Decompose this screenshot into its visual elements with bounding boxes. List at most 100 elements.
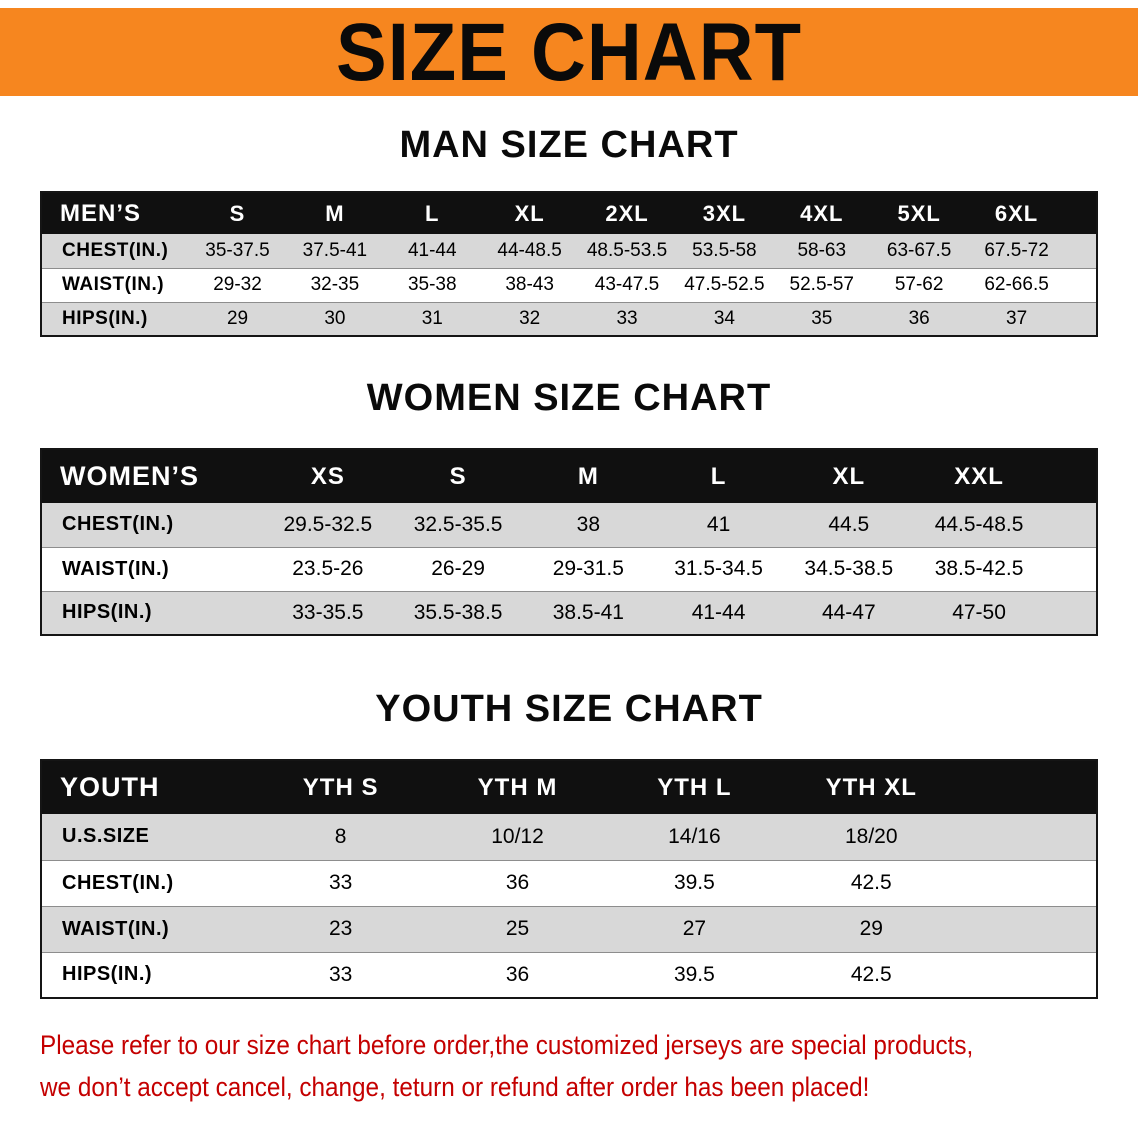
size-value-cell: 36 [429,859,606,906]
size-value-cell: 41-44 [653,590,784,635]
spacer-cell [959,859,1097,906]
measurement-row: HIPS(IN.) 33-35.5 35.5-38.5 38.5-41 41-44 44-… [41,590,1097,635]
size-value-cell: 42.5 [782,951,960,998]
size-header-cell: YTH L [605,760,783,814]
disclaimer: Please refer to our size chart before or… [40,1025,1028,1109]
spacer-cell [1044,546,1097,591]
spacer-cell [1065,234,1097,268]
size-value-cell: 32.5-35.5 [413,512,503,536]
size-value-cell: 35-38 [383,267,481,302]
spacer-cell [959,760,1097,814]
size-header-cell: 2XL [578,192,676,234]
spacer-cell [1065,301,1097,336]
measurement-row: HIPS(IN.) 33 36 39.5 42.5 [41,951,1097,998]
size-header-cell: YTH M [429,760,606,814]
table-title-cell: YOUTH [41,760,253,814]
measurement-label: WAIST(IN.) [41,546,263,591]
size-header-cell: L [653,449,784,503]
size-header-cell: 4XL [773,192,871,234]
size-value-cell: 38 [576,512,601,536]
size-value-cell: 33-35.5 [262,590,393,635]
size-value-cell: 39.5 [605,859,783,906]
measurement-label: CHEST(IN.) [62,239,169,261]
size-value-cell: 47-50 [913,590,1045,635]
size-value-cell: 30 [286,301,384,336]
size-value-cell: 31.5-34.5 [653,546,784,591]
size-value-cell: 29-31.5 [523,546,654,591]
measurement-row: CHEST(IN.) 29.5-32.5 32.5-35.5 38 41 44.5 44.5… [41,503,1097,547]
size-value-cell: 44.5 [828,512,870,536]
measurement-label: HIPS(IN.) [41,590,263,635]
size-value-cell: 29 [188,301,287,336]
women-size-chart-heading: WOMEN SIZE CHART [366,377,772,419]
size-value-cell: 36 [429,951,606,998]
spacer-cell [1065,192,1097,234]
size-header-cell: XXL [913,449,1045,503]
measurement-label: HIPS(IN.) [41,301,189,336]
size-value-cell: 34.5-38.5 [783,546,914,591]
size-header-cell: XS [262,449,393,503]
size-header-cell: 3XL [675,192,774,234]
size-value-cell: 29-32 [188,267,287,302]
size-header-cell: L [383,192,481,234]
size-value-cell: 41 [706,512,731,536]
size-value-cell: 47.5-52.5 [675,267,774,302]
size-value-cell: 67.5-72 [984,239,1049,261]
size-header-cell: S [392,449,524,503]
size-value-cell: 44-48.5 [497,239,562,261]
measurement-row: HIPS(IN.) 29 30 31 32 33 34 35 36 37 [41,301,1097,336]
size-value-cell: 31 [383,301,481,336]
measurement-label: CHEST(IN.) [62,513,174,536]
youth-size-table: YOUTH YTH S YTH M YTH L YTH XL U.S.SIZE 8 10/12… [40,759,1098,999]
measurement-label: CHEST(IN.) [41,859,253,906]
measurement-row: CHEST(IN.) 35-37.5 37.5-41 41-44 44-48.5 48.5… [41,234,1097,268]
size-value-cell: 25 [429,905,606,952]
size-value-cell: 33 [578,301,676,336]
size-value-cell: 36 [870,301,968,336]
size-value-cell: 42.5 [782,859,960,906]
size-value-cell: 29.5-32.5 [283,512,373,536]
size-value-cell: 38.5-41 [523,590,654,635]
size-value-cell: 44.5-48.5 [934,512,1024,536]
measurement-row: WAIST(IN.) 29-32 32-35 35-38 38-43 43-47.5 47.… [41,267,1097,302]
size-header-cell: M [523,449,654,503]
size-value-cell: 26-29 [392,546,524,591]
men-size-section: MAN SIZE CHART MEN’S S M L XL 2XL 3XL 4XL 5XL 6XL… [0,124,1138,337]
table-title-cell: WOMEN’S [41,449,263,503]
size-value-cell: 38.5-42.5 [913,546,1045,591]
size-value-cell: 27 [605,905,783,952]
spacer-cell [1044,503,1097,547]
table-header-row: WOMEN’S XS S M L XL XXL [41,449,1097,503]
youth-size-chart-heading: YOUTH SIZE CHART [375,688,763,730]
size-value-cell: 43-47.5 [578,267,676,302]
youth-size-section: YOUTH SIZE CHART YOUTH YTH S YTH M YTH L YTH… [0,688,1138,999]
size-chart-banner: SIZE CHART [0,6,1138,98]
size-value-cell: 44-47 [783,590,914,635]
size-value-cell: 63-67.5 [886,239,952,261]
size-value-cell: 41-44 [407,239,457,261]
women-size-table: WOMEN’S XS S M L XL XXL CHEST(IN.) 29.5-32.5 32.5… [40,448,1098,636]
spacer-cell [1044,590,1097,635]
size-value-cell: 52.5-57 [773,267,871,302]
size-header-cell: XL [480,192,579,234]
man-size-chart-heading: MAN SIZE CHART [399,124,739,166]
size-header-cell: XL [783,449,914,503]
spacer-cell [1044,449,1097,503]
measurement-row: CHEST(IN.) 33 36 39.5 42.5 [41,859,1097,906]
size-value-cell: 23 [252,905,430,952]
size-header-cell: YTH S [252,760,430,814]
men-size-table: MEN’S S M L XL 2XL 3XL 4XL 5XL 6XL CHEST(IN.) 35-37… [40,191,1098,337]
size-value-cell: 18/20 [844,824,898,848]
size-chart-title: SIZE CHART [336,6,802,98]
size-value-cell: 62-66.5 [967,267,1066,302]
size-value-cell: 35.5-38.5 [392,590,524,635]
spacer-cell [959,905,1097,952]
size-value-cell: 33 [252,859,430,906]
size-value-cell: 23.5-26 [262,546,393,591]
size-header-cell: S [188,192,287,234]
size-value-cell: 8 [334,824,347,848]
size-value-cell: 35-37.5 [205,239,270,261]
table-title-cell: MEN’S [41,192,189,234]
measurement-row: WAIST(IN.) 23.5-26 26-29 29-31.5 31.5-34.5 34… [41,546,1097,591]
spacer-cell [959,951,1097,998]
